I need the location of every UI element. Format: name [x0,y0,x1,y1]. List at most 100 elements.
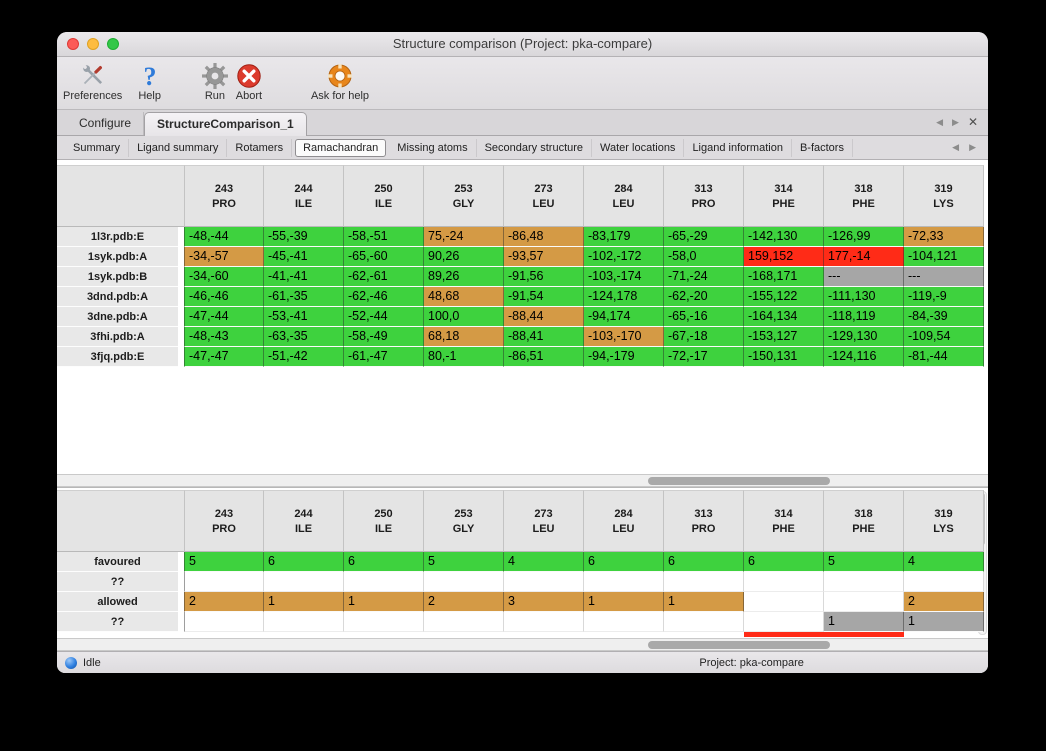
tab-structurecomparison-1[interactable]: StructureComparison_1 [144,112,307,136]
table-cell [744,572,824,592]
table-cell: --- [904,267,984,287]
lower-table-pane: 243 PRO 244 ILE 250 ILE 253 GLY 273 LEU 284 LEU 313 P… [57,487,988,651]
column-header-318: 318 PHE [824,165,904,227]
lower-horizontal-scrollbar[interactable] [57,638,988,651]
subtab-ramachandran[interactable]: Ramachandran [295,138,387,157]
table-cell: -168,171 [744,267,824,287]
lifebuoy-icon [326,61,354,90]
subtab-ligand-summary[interactable]: Ligand summary [129,138,228,157]
column-residue: LYS [933,197,954,210]
upper-horizontal-scrollbar[interactable] [57,474,988,487]
table-cell: -41,-41 [264,267,344,287]
column-number: 314 [774,182,793,195]
subtab-next-icon[interactable]: ▶ [969,142,976,152]
column-residue: LEU [532,522,555,535]
toolbar-button-preferences[interactable]: Preferences [63,61,122,102]
row-label--: ?? [57,572,178,592]
clipped-row-cell [824,632,904,637]
subtab-prev-icon[interactable]: ◀ [952,142,960,152]
table-cell: 6 [664,552,744,572]
upper-table-pane: 243 PRO 244 ILE 250 ILE 253 GLY 273 LEU 284 LEU 313 P… [57,160,988,487]
table-cell [264,612,344,632]
table-cell: 68,18 [424,327,504,347]
table-cell: -88,44 [504,307,584,327]
table-cell: -91,56 [504,267,584,287]
toolbar-button-abort[interactable]: Abort [235,61,263,102]
table-cell: -91,54 [504,287,584,307]
toolbar-button-ask-for-help[interactable]: Ask for help [311,61,369,102]
table-cell: -65,-60 [344,247,424,267]
status-indicator-icon [65,656,77,669]
column-number: 273 [534,182,553,195]
subtab-rotamers[interactable]: Rotamers [227,138,293,157]
subtab-missing-atoms[interactable]: Missing atoms [389,138,477,157]
column-header-253: 253 GLY [424,165,504,227]
subtab-secondary-structure[interactable]: Secondary structure [477,138,593,157]
column-header-319: 319 LYS [904,490,984,552]
table-cell: -58,-51 [344,227,424,247]
column-number: 244 [294,507,313,520]
column-residue: PRO [691,197,716,210]
toolbar-button-help[interactable]: ? Help [138,61,161,103]
column-number: 253 [454,182,473,195]
table-cell: -51,-42 [264,347,344,367]
title-bar: Structure comparison (Project: pka-compa… [57,32,988,57]
minimize-window-button[interactable] [87,38,99,50]
column-residue: GLY [452,197,475,210]
table-cell: -88,41 [504,327,584,347]
tab-prev-icon[interactable]: ◀ [936,116,944,127]
row-label-1syk-pdb-b: 1syk.pdb:B [57,267,178,287]
column-header-319: 319 LYS [904,165,984,227]
subtab-bar-controls: ◀ ▶ [952,142,988,153]
table-cell: 159,152 [744,247,824,267]
table-cell: 80,-1 [424,347,504,367]
subtab-water-locations[interactable]: Water locations [592,138,685,157]
column-header-313: 313 PRO [664,490,744,552]
column-number: 319 [934,507,953,520]
table-cell [744,612,824,632]
table-cell: 2 [904,592,984,612]
table-cell: -52,-44 [344,307,424,327]
window-controls [67,38,119,50]
upper-scrollbar-thumb[interactable] [648,477,830,485]
table-cell [904,572,984,592]
table-cell: 6 [344,552,424,572]
close-window-button[interactable] [67,38,79,50]
table-cell: 89,26 [424,267,504,287]
tab-configure[interactable]: Configure [67,112,145,135]
window-title: Structure comparison (Project: pka-compa… [392,36,653,51]
gear-icon [201,61,229,90]
table-cell: 1 [344,592,424,612]
row-label-3dnd-pdb-a: 3dnd.pdb:A [57,287,178,307]
zoom-window-button[interactable] [107,38,119,50]
table-cell: -72,33 [904,227,984,247]
column-number: 314 [774,507,793,520]
column-header-253: 253 GLY [424,490,504,552]
column-header-273: 273 LEU [504,165,584,227]
table-cell: -62,-46 [344,287,424,307]
table-cell: 1 [264,592,344,612]
column-number: 284 [614,182,633,195]
column-header-243: 243 PRO [184,165,264,227]
table-cell [584,612,664,632]
lower-scrollbar-thumb[interactable] [648,641,830,649]
subtab-summary[interactable]: Summary [65,138,130,157]
table-cell: 1 [904,612,984,632]
column-residue: LYS [933,522,954,535]
table-cell [184,572,264,592]
row-label-allowed: allowed [57,592,178,612]
column-residue: ILE [374,197,393,210]
toolbar-button-run[interactable]: Run [201,61,229,102]
tab-close-icon[interactable]: ✕ [967,115,978,129]
column-residue: PHE [852,197,875,210]
toolbar-label: Help [138,90,161,102]
subtab-b-factors[interactable]: B-factors [792,138,853,157]
tools-icon [78,61,108,90]
table-cell: 6 [744,552,824,572]
tab-next-icon[interactable]: ▶ [952,116,959,127]
table-cell: -83,179 [584,227,664,247]
column-header-318: 318 PHE [824,490,904,552]
table-cell: -142,130 [744,227,824,247]
subtab-ligand-information[interactable]: Ligand information [684,138,792,157]
column-residue: PHE [852,522,875,535]
